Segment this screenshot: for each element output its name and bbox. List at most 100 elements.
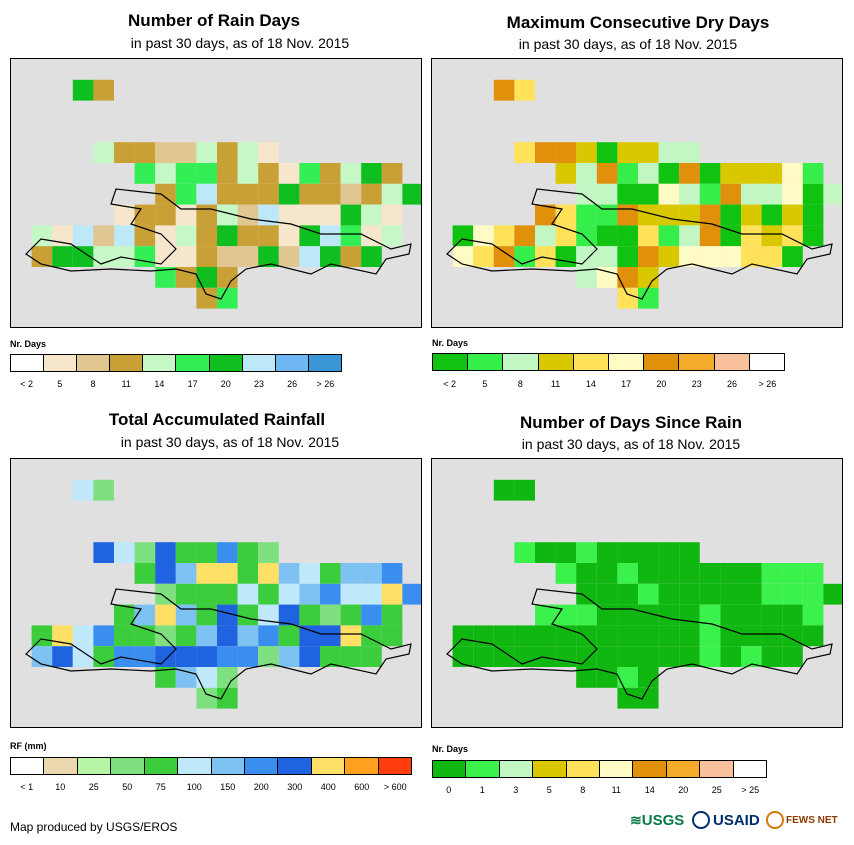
panel-3-legend-title: RF (mm) [10,741,47,751]
map-grid-cell [278,183,300,205]
map-grid-cell [278,204,300,226]
map-grid-cell [720,625,741,647]
map-grid-cell [596,542,618,563]
map-grid-cell [217,267,238,288]
legend-label: 8 [580,785,586,795]
fews-net-logo: FEWS NET [766,806,838,834]
map-grid-cell [617,142,638,163]
logo-strip: ≋ USGS USAID FEWS NET [630,806,845,834]
legend-label: 14 [154,379,165,389]
panel-3-legend-labels: < 1 10 25 50 75 100 150 200 300 400 600 > 600 [10,782,412,794]
map-grid-cell [196,225,217,247]
map-grid-cell [299,163,320,184]
map-grid-cell [535,542,556,563]
map-grid-cell [134,163,156,184]
map-grid-cell [175,163,197,184]
panel-1-legend-labels: < 2 5 8 11 14 17 20 23 26 > 26 [10,379,342,391]
map-grid-cell [237,604,259,626]
legend-label: > 26 [758,379,777,389]
map-grid-cell [320,246,341,267]
map-grid-cell [217,646,238,667]
legend-label: 5 [57,379,63,389]
map-grid-cell [761,246,783,267]
map-grid-cell [320,183,341,205]
map-grid-cell [782,625,803,647]
legend-label: 25 [88,782,99,792]
map-grid-cell [761,604,783,626]
legend-swatch [733,761,767,777]
map-grid-cell [617,163,638,184]
legend-swatch [466,761,500,777]
map-grid-cell [679,163,700,184]
map-grid-cell [134,646,156,667]
map-grid-cell [175,542,197,563]
panel-2-legend-labels: < 2 5 8 11 14 17 20 23 26 > 26 [432,379,785,391]
legend-label: 600 [354,782,370,792]
map-grid-cell [381,604,403,626]
map-grid-cell [278,604,300,626]
map-grid-cell [638,583,659,605]
map-grid-cell [493,246,515,267]
map-grid-cell [452,625,474,647]
panel-4-subtitle: in past 30 days, as of 18 Nov. 2015 [521,436,741,452]
map-grid-cell [638,183,659,205]
legend-swatch [77,355,111,371]
map-grid-cell [299,646,320,667]
map-grid-cell [473,625,494,647]
map-grid-cell [340,163,362,184]
map-grid-cell [217,183,238,205]
map-grid-cell [699,625,721,647]
map-grid-cell [658,583,680,605]
map-grid-cell [658,225,680,247]
map-grid-cell [237,142,259,163]
map-grid-cell [93,246,114,267]
map-grid-cell [741,625,762,647]
legend-swatch [242,355,276,371]
map-grid-cell [596,163,618,184]
map-grid-cell [175,563,197,584]
panel-2-subtitle: in past 30 days, as of 18 Nov. 2015 [518,36,738,52]
map-grid-cell [699,646,721,667]
map-grid-cell [741,183,762,205]
map-grid-cell [217,604,238,626]
map-grid-cell [196,287,217,309]
map-grid-cell [361,604,382,626]
panel-2-legend-bar [432,353,785,371]
legend-swatch [144,758,179,774]
map-grid-cell [361,163,382,184]
map-grid-cell [761,225,783,247]
map-grid-cell [493,79,515,101]
map-grid-cell [596,246,618,267]
legend-swatch [311,758,346,774]
map-grid-cell [278,646,300,667]
map-grid-cell [617,687,638,709]
map-grid-cell [217,625,238,647]
map-grid-cell [679,563,700,584]
map-grid-cell [802,604,824,626]
map-grid-cell [596,204,618,226]
panel-3-legend-bar [10,757,412,775]
map-grid-cell [802,183,824,205]
legend-swatch [503,354,539,370]
map-grid-cell [823,183,842,205]
map-grid-cell [134,542,156,563]
map-grid-cell [596,646,618,667]
legend-swatch [600,761,634,777]
map-grid-cell [452,225,474,247]
legend-label: 3 [513,785,519,795]
map-grid-cell [196,246,217,267]
map-grid-cell [576,183,597,205]
map-grid-cell [576,246,597,267]
legend-swatch [679,354,715,370]
legend-label: 200 [253,782,269,792]
usgs-logo: ≋ USGS [630,811,685,829]
legend-label: 17 [187,379,198,389]
map-grid-cell [93,625,114,647]
map-grid-cell [217,142,238,163]
legend-swatch [378,758,412,774]
map-grid-cell [761,183,783,205]
map-grid-cell [299,183,320,205]
map-grid-cell [278,563,300,584]
legend-label: 26 [727,379,738,389]
map-grid-cell [658,163,680,184]
